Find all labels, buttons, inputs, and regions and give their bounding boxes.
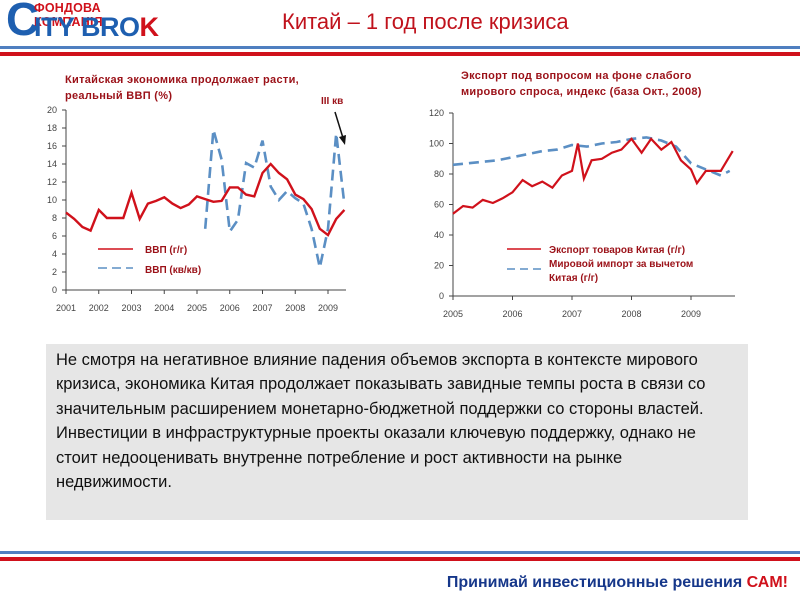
y-tick-label: 16 — [47, 141, 57, 151]
x-tick-label: 2007 — [252, 303, 272, 313]
y-tick-label: 4 — [52, 249, 57, 259]
right-x-axis: 2005 2006 2007 2008 2009 — [443, 295, 735, 319]
y-tick-label: 20 — [47, 105, 57, 115]
x-tick-label: 2009 — [318, 303, 338, 313]
y-tick-label: 120 — [429, 108, 444, 118]
legend-china-export: Экспорт товаров Китая (г/г) — [549, 245, 685, 256]
right-chart-title-line2: мирового спроса, индекс (база Окт., 2008… — [461, 86, 702, 98]
x-tick-label: 2007 — [562, 309, 582, 319]
x-tick-label: 2005 — [443, 309, 463, 319]
x-tick-label: 2005 — [187, 303, 207, 313]
gdp-yoy-line — [65, 162, 346, 237]
y-tick-label: 6 — [52, 231, 57, 241]
left-chart-title: Китайская экономика продолжает расти, ре… — [65, 72, 299, 104]
x-tick-label: 2008 — [621, 309, 641, 319]
y-tick-label: 2 — [52, 267, 57, 277]
x-tick-label: 2008 — [285, 303, 305, 313]
y-tick-label: 80 — [434, 169, 444, 179]
legend-world-import-1: Мировой импорт за вычетом — [549, 259, 693, 270]
footer-divider-blue — [0, 551, 800, 554]
x-tick-label: 2009 — [681, 309, 701, 319]
left-x-axis: 2001 2002 2003 2004 2005 2006 2007 2008 2009 — [56, 289, 346, 313]
left-y-axis: 0 2 4 6 8 10 12 14 16 18 20 — [47, 105, 67, 295]
y-tick-label: 60 — [434, 200, 444, 210]
legend-world-import-2: Китая (г/г) — [549, 273, 598, 284]
x-tick-label: 2006 — [220, 303, 240, 313]
left-chart-title-line1: Китайская экономика продолжает расти, — [65, 74, 299, 86]
y-tick-label: 8 — [52, 213, 57, 223]
right-chart: 0 20 40 60 80 100 120 2005 2006 2007 2008 2009 Экс… — [429, 108, 735, 319]
annotation-arrow-icon — [334, 111, 346, 145]
y-tick-label: 14 — [47, 159, 57, 169]
logo-subtitle: ФОНДОВА КОМПАНІЯ — [34, 1, 103, 29]
left-legend: ВВП (г/г) ВВП (кв/кв) — [98, 245, 201, 276]
world-import-line — [452, 136, 731, 177]
left-chart-title-line2: реальный ВВП (%) — [65, 90, 173, 102]
logo-wordmark: ITY BROK — [34, 13, 159, 41]
x-tick-label: 2004 — [154, 303, 174, 313]
x-tick-label: 2003 — [121, 303, 141, 313]
y-tick-label: 40 — [434, 230, 444, 240]
y-tick-label: 18 — [47, 123, 57, 133]
right-chart-title-line1: Экспорт под вопросом на фоне слабого — [461, 70, 692, 82]
header-divider-red — [0, 52, 800, 56]
logo-k: K — [139, 12, 160, 42]
right-y-axis: 0 20 40 60 80 100 120 — [429, 108, 454, 301]
x-tick-label: 2001 — [56, 303, 76, 313]
footer-slogan: Принимай инвестиционные решения САМ! — [447, 574, 788, 592]
y-tick-label: 0 — [439, 291, 444, 301]
y-tick-label: 20 — [434, 261, 444, 271]
y-tick-label: 10 — [47, 195, 57, 205]
china-export-line — [452, 137, 734, 215]
header-divider-blue — [0, 46, 800, 49]
logo-main: ITY BRO — [34, 12, 140, 42]
y-tick-label: 12 — [47, 177, 57, 187]
logo-letter-c: C — [6, 0, 40, 45]
legend-gdp-qoq: ВВП (кв/кв) — [145, 265, 201, 276]
y-tick-label: 0 — [52, 285, 57, 295]
y-tick-label: 100 — [429, 139, 444, 149]
annotation-q3: III кв — [321, 96, 343, 107]
right-chart-title: Экспорт под вопросом на фоне слабого мир… — [461, 68, 702, 100]
commentary-text: Не смотря на негативное влияние падения … — [46, 344, 748, 520]
legend-gdp-yoy: ВВП (г/г) — [145, 245, 187, 256]
x-tick-label: 2002 — [89, 303, 109, 313]
gdp-qoq-line — [203, 129, 346, 268]
company-logo: C ФОНДОВА КОМПАНІЯ ITY BROK — [4, 0, 164, 42]
slogan-accent: САМ! — [746, 574, 788, 591]
slide-title: Китай – 1 год после кризиса — [282, 9, 569, 34]
right-legend: Экспорт товаров Китая (г/г) Мировой импо… — [507, 245, 693, 284]
footer-divider-red — [0, 557, 800, 561]
x-tick-label: 2006 — [502, 309, 522, 319]
slogan-main: Принимай инвестиционные решения — [446, 574, 747, 591]
